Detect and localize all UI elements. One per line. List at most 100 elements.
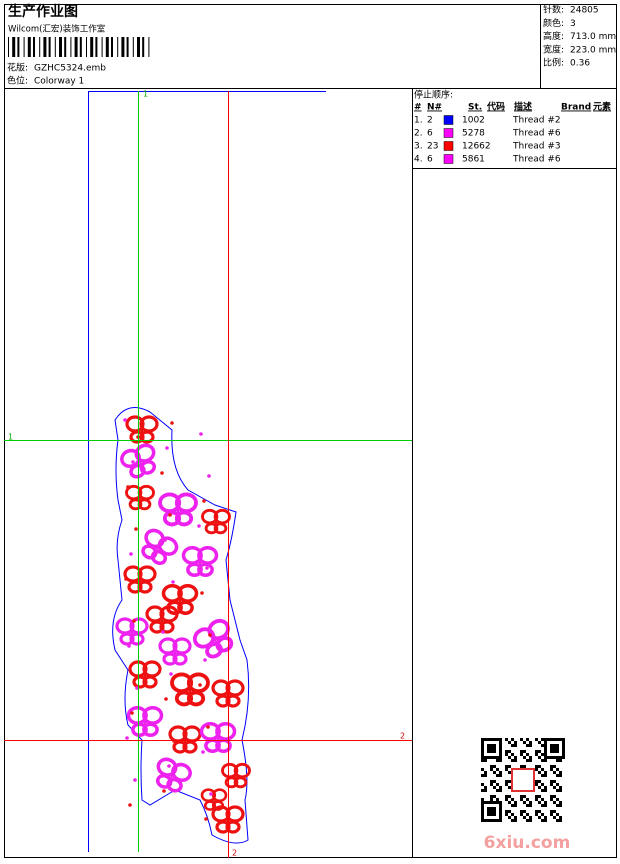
qr-module — [496, 759, 499, 762]
qr-module — [493, 750, 496, 753]
qr-module — [481, 801, 484, 804]
dot — [209, 792, 213, 796]
qr-module — [541, 813, 544, 816]
bar — [54, 37, 56, 57]
body — [135, 451, 146, 475]
qr-module — [529, 819, 532, 822]
wing — [155, 773, 173, 789]
qr-module — [556, 783, 559, 786]
studio: Wilcom(汇宏)装饰工作室 — [8, 24, 106, 35]
qr-module — [538, 810, 541, 813]
qr-module — [493, 786, 496, 789]
qr-module — [499, 759, 502, 762]
dot — [133, 778, 137, 782]
column-header: 代码 — [486, 101, 505, 113]
bar — [117, 37, 119, 57]
butterfly — [181, 545, 219, 577]
qr-module — [481, 783, 484, 786]
qr-module — [496, 768, 499, 771]
qr-module — [523, 765, 526, 768]
qr-module — [553, 801, 556, 804]
dot — [135, 686, 139, 690]
qr-module — [544, 819, 547, 822]
qr-module — [556, 756, 559, 759]
qr-module — [481, 813, 484, 816]
qr-module — [535, 780, 538, 783]
qr-module — [562, 747, 565, 750]
wing — [131, 722, 148, 737]
qr-module — [520, 753, 523, 756]
qr-module — [541, 789, 544, 792]
qr-module — [523, 795, 526, 798]
butterfly — [120, 443, 157, 479]
qr-module — [484, 801, 487, 804]
body — [207, 629, 224, 654]
qr-module — [526, 813, 529, 816]
qr-module — [481, 804, 484, 807]
qr-module — [544, 789, 547, 792]
butterfly — [170, 672, 210, 707]
qr-module — [544, 804, 547, 807]
qr-module — [526, 804, 529, 807]
qr-module — [553, 747, 556, 750]
qr-module — [490, 768, 493, 771]
qr-logo — [511, 768, 535, 792]
qr-module — [514, 816, 517, 819]
stat-value: 0.36 — [570, 59, 590, 69]
qr-module — [499, 789, 502, 792]
qr-module — [490, 765, 493, 768]
qr-module — [559, 756, 562, 759]
qr-module — [553, 771, 556, 774]
qr-module — [541, 759, 544, 762]
qr-module — [529, 759, 532, 762]
qr-module — [499, 744, 502, 747]
qr-module — [523, 756, 526, 759]
row-code: 12662 — [462, 142, 491, 152]
stat-label: 宽度: — [543, 43, 564, 55]
qr-module — [481, 816, 484, 819]
qr-module — [535, 765, 538, 768]
qr-module — [538, 756, 541, 759]
qr-module — [505, 768, 508, 771]
qr-module — [553, 780, 556, 783]
qr-module — [535, 810, 538, 813]
column-header: # — [414, 103, 422, 113]
qr-module — [559, 759, 562, 762]
qr-module — [499, 741, 502, 744]
qr-module — [499, 801, 502, 804]
bar — [48, 37, 51, 57]
qr-module — [538, 801, 541, 804]
qr-module — [562, 741, 565, 744]
qr-module — [535, 795, 538, 798]
qr-module — [487, 807, 490, 810]
qr-module — [499, 786, 502, 789]
swatch — [443, 141, 454, 151]
qr-module — [529, 744, 532, 747]
dot — [123, 418, 127, 422]
qr-module — [511, 759, 514, 762]
dot — [201, 750, 205, 754]
qr-module — [496, 774, 499, 777]
qr-module — [553, 738, 556, 741]
qr-module — [496, 819, 499, 822]
qr-module — [508, 741, 511, 744]
stat-value: 223.0 mm — [570, 45, 616, 55]
qr-module — [514, 801, 517, 804]
guide-label: 2 — [232, 849, 237, 858]
butterfly — [145, 605, 179, 634]
qr-module — [496, 801, 499, 804]
qr-module — [511, 804, 514, 807]
qr-module — [553, 795, 556, 798]
row-code: 5861 — [462, 155, 485, 165]
butterfly — [128, 660, 162, 689]
qr-module — [562, 738, 565, 741]
row-needle: 2 — [427, 116, 433, 126]
qr-module — [550, 765, 553, 768]
qr-module — [526, 798, 529, 801]
qr-module — [550, 813, 553, 816]
qr-module — [541, 774, 544, 777]
qr-module — [490, 807, 493, 810]
row-description: Thread #3 — [512, 142, 561, 152]
qr-module — [514, 756, 517, 759]
qr-module — [550, 738, 553, 741]
